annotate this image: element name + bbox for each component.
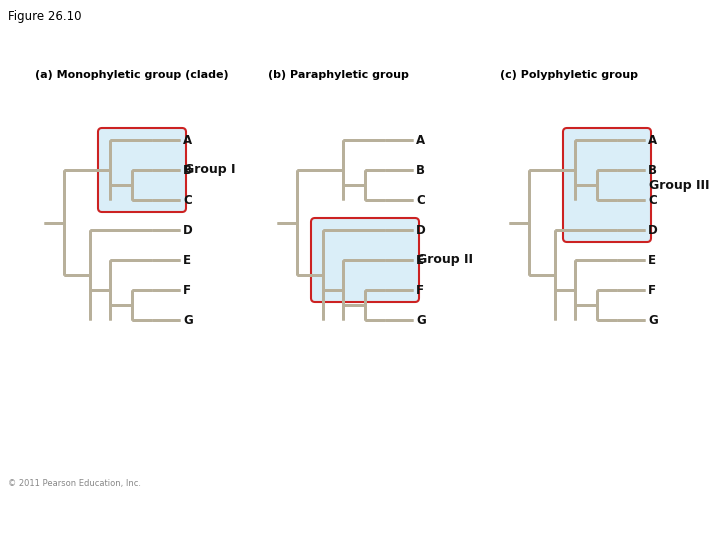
Text: Group II: Group II <box>417 253 473 267</box>
Text: © 2011 Pearson Education, Inc.: © 2011 Pearson Education, Inc. <box>8 479 141 488</box>
Text: B: B <box>416 164 425 177</box>
Text: F: F <box>648 284 656 296</box>
FancyBboxPatch shape <box>563 128 651 242</box>
Text: C: C <box>416 193 425 206</box>
Text: (a) Monophyletic group (clade): (a) Monophyletic group (clade) <box>35 70 229 80</box>
Text: D: D <box>416 224 426 237</box>
Text: C: C <box>648 193 657 206</box>
Text: D: D <box>648 224 658 237</box>
Text: F: F <box>183 284 191 296</box>
Text: B: B <box>183 164 192 177</box>
Text: G: G <box>416 314 426 327</box>
Text: A: A <box>416 133 425 146</box>
Text: A: A <box>183 133 192 146</box>
Text: C: C <box>183 193 192 206</box>
Text: B: B <box>648 164 657 177</box>
Text: G: G <box>648 314 658 327</box>
Text: E: E <box>183 253 191 267</box>
Text: E: E <box>416 253 424 267</box>
Text: Figure 26.10: Figure 26.10 <box>8 10 81 23</box>
Text: D: D <box>183 224 193 237</box>
Text: Group III: Group III <box>649 179 709 192</box>
Text: A: A <box>648 133 657 146</box>
Text: E: E <box>648 253 656 267</box>
FancyBboxPatch shape <box>98 128 186 212</box>
Text: G: G <box>183 314 193 327</box>
Text: (b) Paraphyletic group: (b) Paraphyletic group <box>268 70 409 80</box>
Text: Group I: Group I <box>184 164 235 177</box>
FancyBboxPatch shape <box>311 218 419 302</box>
Text: (c) Polyphyletic group: (c) Polyphyletic group <box>500 70 638 80</box>
Text: F: F <box>416 284 424 296</box>
